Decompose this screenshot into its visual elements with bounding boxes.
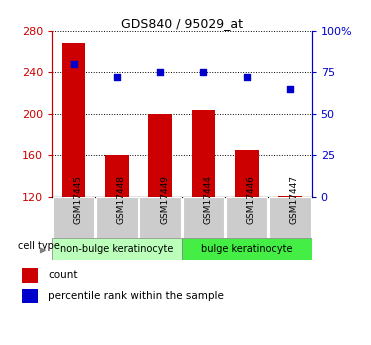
- Bar: [62, 43, 85, 197]
- Bar: [22, 289, 38, 303]
- Title: GDS840 / 95029_at: GDS840 / 95029_at: [121, 17, 243, 30]
- Bar: [96, 197, 138, 238]
- Text: GSM17444: GSM17444: [203, 176, 213, 224]
- Text: non-bulge keratinocyte: non-bulge keratinocyte: [60, 244, 174, 254]
- Bar: [105, 155, 129, 197]
- Bar: [235, 150, 259, 197]
- Bar: [183, 197, 224, 238]
- Point: [200, 70, 206, 75]
- Bar: [52, 238, 182, 260]
- Bar: [148, 114, 172, 197]
- Text: GSM17449: GSM17449: [160, 176, 169, 225]
- Bar: [191, 110, 215, 197]
- Point: [70, 61, 76, 67]
- Text: GSM17445: GSM17445: [73, 176, 83, 225]
- Bar: [226, 197, 267, 238]
- Bar: [22, 268, 38, 283]
- Text: GSM17447: GSM17447: [290, 176, 299, 225]
- Point: [287, 86, 293, 92]
- Bar: [139, 197, 181, 238]
- Text: bulge keratinocyte: bulge keratinocyte: [201, 244, 292, 254]
- Text: count: count: [48, 270, 78, 280]
- Text: percentile rank within the sample: percentile rank within the sample: [48, 291, 224, 301]
- Bar: [53, 197, 94, 238]
- Point: [114, 75, 120, 80]
- Text: GSM17448: GSM17448: [117, 176, 126, 225]
- Point: [157, 70, 163, 75]
- Bar: [278, 196, 302, 197]
- Bar: [269, 197, 311, 238]
- Text: cell type: cell type: [18, 241, 60, 251]
- Text: GSM17446: GSM17446: [247, 176, 256, 225]
- Point: [244, 75, 250, 80]
- Bar: [182, 238, 312, 260]
